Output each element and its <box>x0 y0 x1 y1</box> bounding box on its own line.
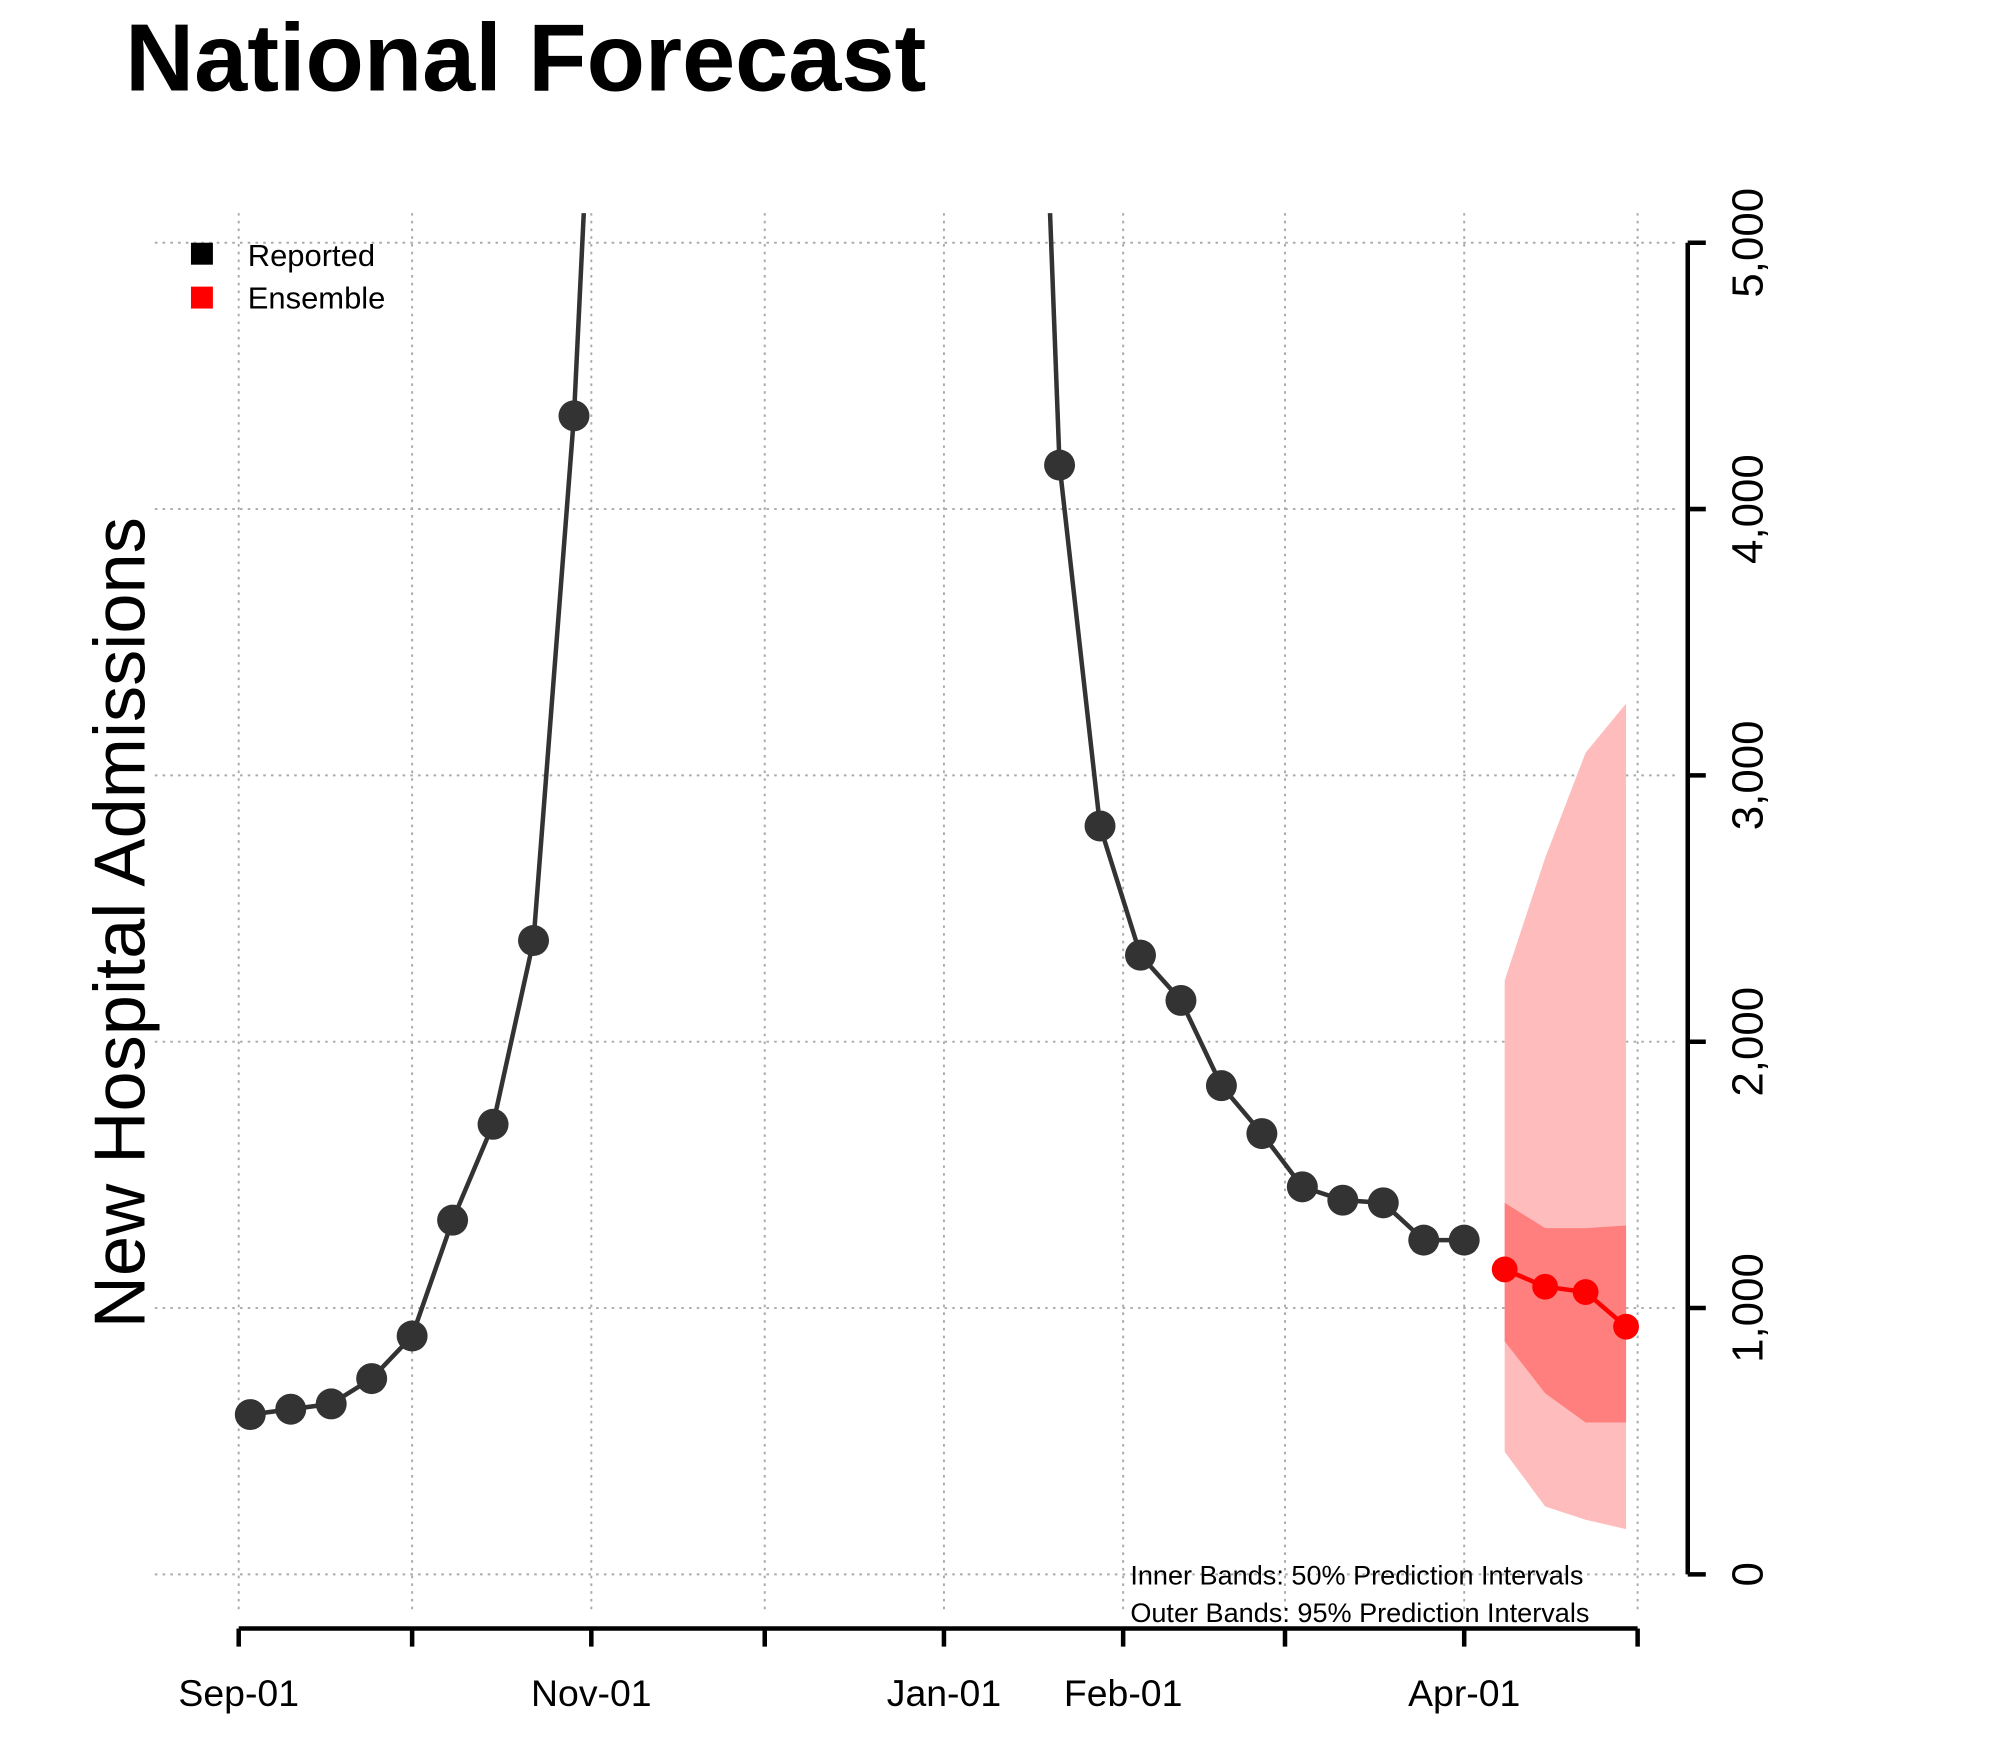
reported-point <box>234 1399 266 1431</box>
reported-point <box>1205 1070 1237 1102</box>
ensemble-point <box>1532 1273 1559 1300</box>
reported-point <box>1125 939 1156 971</box>
reported-point <box>1165 984 1197 1016</box>
reported-point <box>1448 1224 1480 1256</box>
grid <box>154 213 1678 1614</box>
legend-label-ensemble: Ensemble <box>248 281 386 316</box>
reported-point <box>356 1363 388 1395</box>
annotation-outer-bands: Outer Bands: 95% Prediction Intervals <box>1130 1597 1589 1628</box>
annotation-inner-bands: Inner Bands: 50% Prediction Intervals <box>1130 1560 1583 1591</box>
reported-point <box>477 1108 509 1140</box>
ensemble-point <box>1613 1313 1639 1340</box>
reported-point <box>1044 449 1076 481</box>
x-tick-label: Jan-01 <box>887 1672 1001 1714</box>
reported-point <box>315 1388 347 1420</box>
ensemble-point <box>1572 1279 1599 1305</box>
legend: Reported Ensemble <box>190 238 386 316</box>
axes: Sep-01 Nov-01 Jan-01 Feb-01 Apr-01 0 1,000 2,00… <box>178 188 1772 1714</box>
reported-point <box>437 1204 469 1236</box>
legend-label-reported: Reported <box>248 238 375 273</box>
y-axis-label: New Hospital Admissions <box>81 517 161 1328</box>
reported-point <box>1408 1224 1440 1256</box>
y-tick-label: 5,000 <box>1724 188 1773 298</box>
legend-swatch-reported <box>190 242 213 265</box>
ensemble-line <box>1503 1267 1628 1329</box>
reported-point <box>396 1320 428 1352</box>
y-tick-label: 4,000 <box>1724 454 1773 564</box>
series-lines <box>234 213 1639 1431</box>
reported-point <box>518 925 550 956</box>
x-tick-label: Apr-01 <box>1408 1672 1520 1714</box>
reported-line <box>1047 213 1465 1243</box>
y-tick-label: 2,000 <box>1724 987 1773 1097</box>
reported-point <box>1286 1171 1318 1203</box>
prediction-bands <box>1504 703 1627 1530</box>
y-tick-label: 3,000 <box>1724 721 1773 831</box>
reported-line <box>249 213 587 1417</box>
reported-point <box>558 400 590 432</box>
x-tick-label: Feb-01 <box>1064 1672 1183 1714</box>
reported-point <box>275 1393 307 1425</box>
reported-point <box>1367 1187 1399 1219</box>
x-tick-label: Nov-01 <box>531 1672 652 1714</box>
y-tick-label: 0 <box>1724 1562 1773 1586</box>
ensemble-point <box>1491 1256 1518 1283</box>
x-tick-label: Sep-01 <box>178 1672 299 1714</box>
y-tick-label: 1,000 <box>1724 1253 1773 1363</box>
legend-swatch-ensemble <box>190 286 213 309</box>
band-50 <box>1504 1202 1627 1423</box>
reported-point <box>1084 810 1116 842</box>
reported-point <box>1327 1184 1359 1216</box>
chart-title: National Forecast <box>125 5 926 111</box>
reported-point <box>1246 1118 1278 1150</box>
